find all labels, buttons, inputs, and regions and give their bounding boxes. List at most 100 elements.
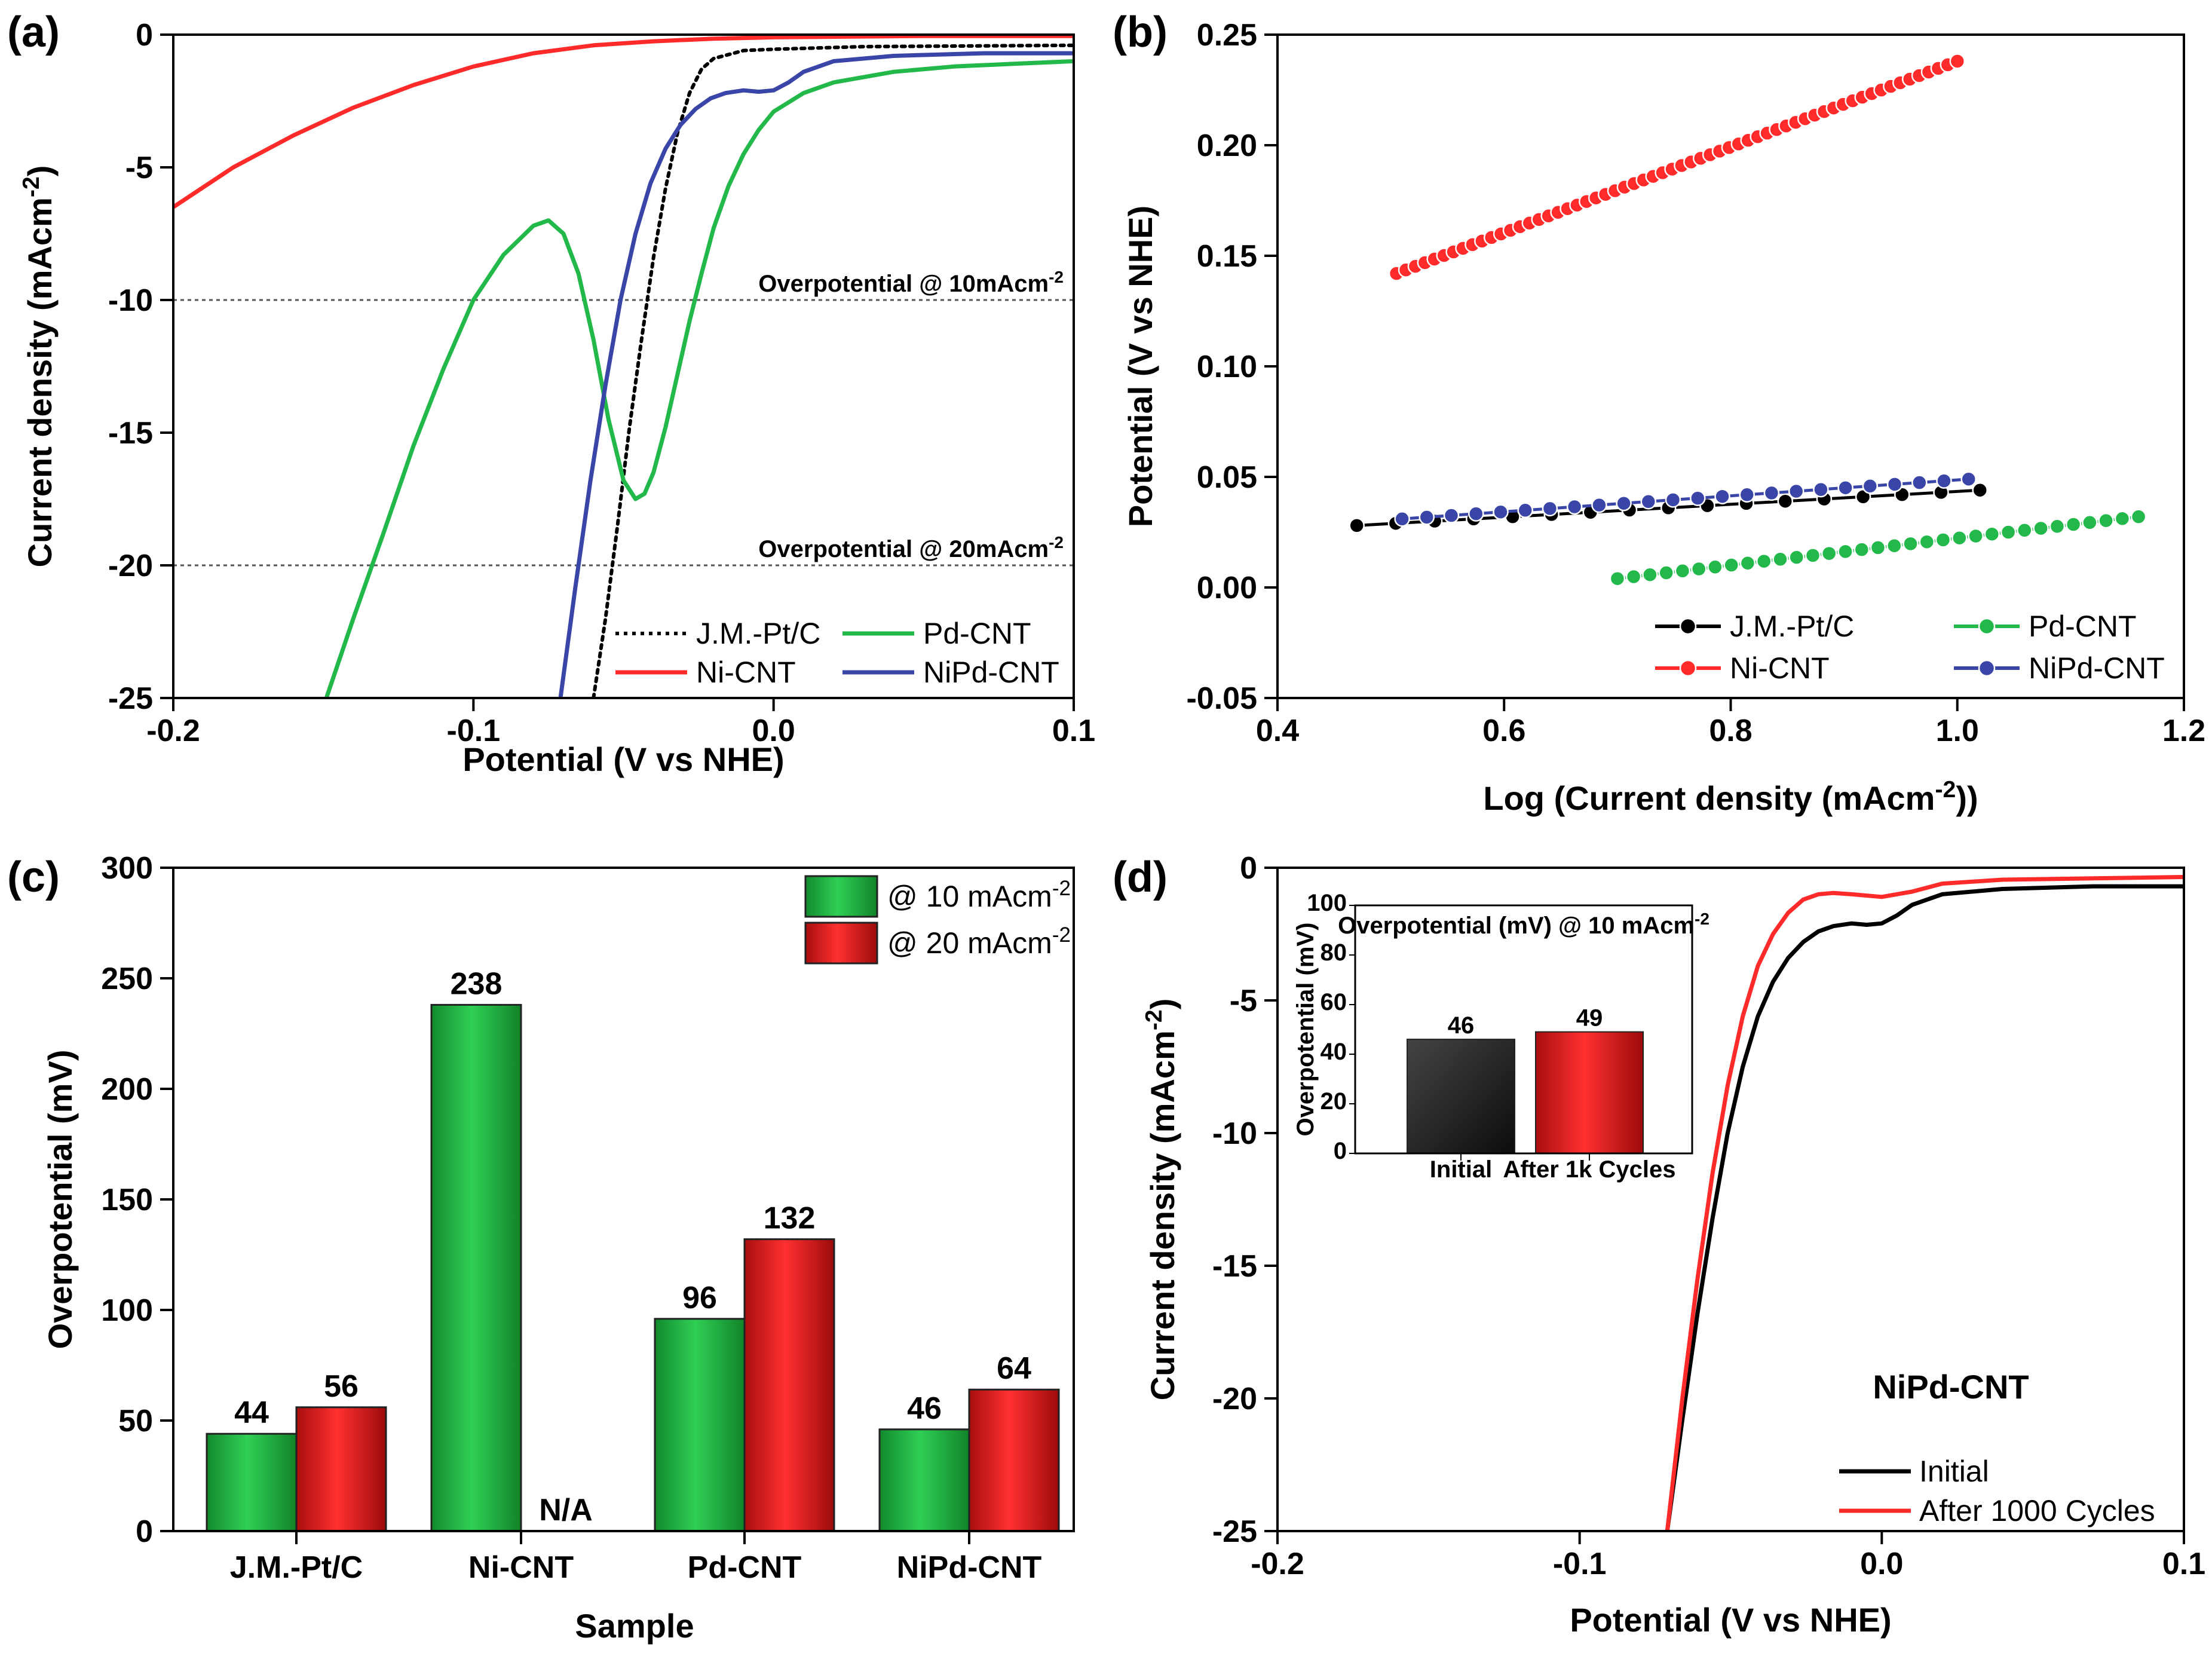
panel-b-series-nipd-cnt-point (1813, 481, 1829, 498)
panel-b-series-pd-cnt-point (1674, 563, 1691, 579)
panel-b-series-ni-cnt-point (1949, 53, 1966, 69)
panel-d-ytick-label: -20 (1212, 1382, 1257, 1416)
panel-d-xlabel: Potential (V vs NHE) (1570, 1601, 1891, 1639)
panel-b-series-nipd-cnt-fit (1402, 477, 1969, 521)
panel-b-ytick-label: -0.05 (1186, 681, 1257, 716)
panel-b-series-pd-cnt-point (2082, 515, 2098, 531)
panel-a-legend-label: NiPd-CNT (923, 656, 1059, 689)
panel-c-bar-value-label: 46 (907, 1391, 942, 1426)
panel-b-legend-label: J.M.-Pt/C (1730, 610, 1854, 643)
panel-b-series-pd-cnt-point (1951, 529, 1968, 546)
panel-b-series-pd-cnt-point (2130, 509, 2147, 525)
panel-b-series-nipd-cnt-point (1788, 483, 1804, 500)
panel-b-series-pd-cnt-point (1886, 537, 1902, 554)
panel-b-legend-marker (1978, 659, 1996, 677)
panel-d-xtick-label: 0.1 (2162, 1547, 2205, 1581)
panel-d-ytick-label: -15 (1212, 1249, 1257, 1284)
panel-a-legend-label: Pd-CNT (923, 617, 1031, 650)
panel-b-xlabel: Log (Current density (mAcm-2)) (1483, 777, 1978, 818)
panel-c-bar-value-label: N/A (539, 1493, 593, 1528)
panel-c-bar-10 (206, 1432, 298, 1532)
panel-b-series-pd-cnt-point (1968, 528, 1984, 544)
panel-d-legend-label: Initial (1919, 1455, 1989, 1488)
panel-a-ylabel-sup: -2 (19, 176, 44, 197)
panel-b-series-nipd-cnt-point (1493, 504, 1509, 520)
panel-b-series-pd-cnt-point (1837, 543, 1853, 560)
panel-b-series-pd-cnt-point (1723, 557, 1739, 573)
panel-b-legend-marker (1679, 659, 1697, 677)
panel-d-inset-title-text: Overpotential (mV) @ 10 mAcm (1338, 913, 1695, 939)
panel-d-ytick-label: -25 (1212, 1514, 1257, 1549)
panel-c-ytick-label: 300 (101, 851, 153, 886)
panel-a-label: (a) (7, 8, 60, 56)
panel-d-inset-bar (1407, 1039, 1515, 1154)
panel-b-series-pd-cnt-point (2049, 518, 2066, 535)
panel-c-bar-value-label: 132 (764, 1201, 816, 1236)
panel-c-bar-20 (968, 1388, 1060, 1532)
panel-b-series-pd-cnt-point (1707, 559, 1723, 576)
panel-a-xtick-label: 0.0 (752, 714, 795, 748)
panel-a-ytick-label: -25 (108, 681, 153, 716)
panel-b-series-pd-cnt-point (1658, 565, 1674, 581)
panel-a: (a) Overpotential @ 10mAcm-2 Overpotential… (7, 8, 1095, 778)
panel-a-xtick-label: 0.1 (1052, 714, 1095, 748)
panel-b-series-pd-cnt-point (1902, 535, 1919, 552)
panel-b-xtick-label: 1.2 (2162, 714, 2205, 748)
panel-c-category-label: Ni-CNT (468, 1550, 574, 1585)
panel-d-inset-ytick-label: 60 (1321, 989, 1347, 1015)
panel-c-legend-label: @ 20 mAcm-2 (887, 923, 1071, 960)
panel-c-label: (c) (7, 853, 60, 901)
panel-b-series-nipd-cnt-point (1419, 509, 1435, 525)
panel-b-xlabel-sup: -2 (1935, 777, 1956, 803)
panel-b-series-nipd-cnt-point (1542, 500, 1558, 517)
panel-c-ytick-label: 250 (101, 962, 153, 996)
panel-a-ylabel-close: ) (21, 166, 59, 177)
panel-b-series-pd-cnt-point (1739, 555, 1756, 571)
panel-d-xtick-label: -0.2 (1251, 1547, 1304, 1581)
panel-c-bar-value-label: 44 (234, 1395, 269, 1430)
panel-a-ytick-label: -20 (108, 549, 153, 583)
panel-d-ylabel-close: ) (1144, 999, 1181, 1010)
panel-b-series-nipd-cnt-point (1911, 475, 1928, 491)
panel-b-series-nipd-cnt-point (1763, 485, 1780, 501)
panel-b-xtick-label: 0.4 (1256, 714, 1299, 748)
panel-b-series-pd-cnt-point (1984, 526, 2000, 542)
panel-d-ylabel-sup: -2 (1141, 1009, 1167, 1030)
panel-d-inset-ytick-label: 80 (1321, 939, 1347, 966)
panel-a-reference-label: Overpotential @ 10mAcm-2 (758, 268, 1064, 298)
panel-c-ytick-label: 0 (136, 1514, 153, 1549)
panel-b-series-nipd-cnt-point (1591, 497, 1607, 513)
panel-c-ytick-label: 50 (118, 1404, 153, 1438)
panel-b-series-pd-cnt-point (1919, 534, 1935, 550)
panel-b-series-nipd-cnt-point (1714, 488, 1730, 504)
panel-b-series-j-m-pt-c-point (1777, 493, 1794, 509)
panel-a-series-nipd-cnt (558, 51, 1074, 698)
panel-d-inset-ytick-label: 0 (1334, 1138, 1347, 1164)
panel-c-legend-label-text: @ 20 mAcm (887, 926, 1052, 960)
panel-c: (c) 44 56 J.M.-Pt/C 238 N/A Ni-CNT 96 132 Pd-CNT 4… (7, 851, 1075, 1645)
panel-c-bar-10 (654, 1318, 746, 1532)
panel-c-legend-label-sup: -2 (1052, 923, 1071, 947)
panel-b-ytick-label: 0.00 (1197, 571, 1257, 605)
panel-c-bar-value-label: 96 (682, 1281, 717, 1315)
panel-d-frame (1276, 867, 2185, 1532)
panel-b-series-nipd-cnt-point (1468, 506, 1484, 522)
panel-c-bar-value-label: 238 (451, 966, 503, 1001)
panel-b-ytick-label: 0.25 (1197, 18, 1257, 53)
panel-b-series-pd-cnt-point (1609, 570, 1626, 587)
panel-c-ytick-label: 100 (101, 1293, 153, 1328)
panel-c-bar-10 (878, 1428, 970, 1532)
panel-a-ytick-label: -10 (108, 283, 153, 318)
panel-b-series-nipd-cnt-point (1665, 492, 1681, 508)
panel-a-ytick-label: -15 (108, 416, 153, 451)
panel-d-inset-ytick-label: 40 (1321, 1039, 1347, 1065)
panel-b-frame (1276, 33, 2185, 699)
panel-b-series-pd-cnt-point (2000, 524, 2017, 540)
panel-c-bar-10 (430, 1003, 522, 1532)
panel-b-legend-label: NiPd-CNT (2029, 651, 2165, 685)
panel-b-series-nipd-cnt-point (1886, 476, 1903, 492)
panel-d-inset-category: After 1k Cycles (1503, 1156, 1675, 1183)
panel-b-series-pd-cnt-point (1642, 567, 1658, 583)
panel-b-label: (b) (1113, 8, 1168, 56)
